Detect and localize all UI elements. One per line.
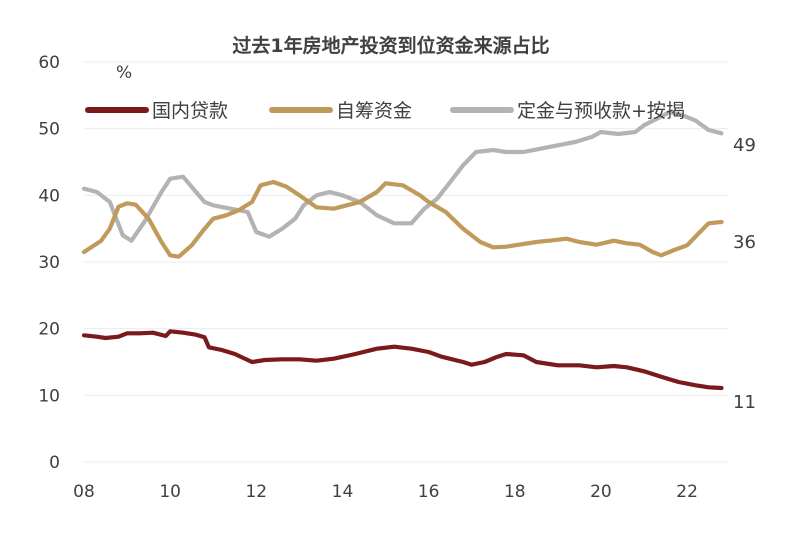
legend-item-3: 定金与预收款+按揭 [450, 100, 685, 122]
end-value-label: 36 [733, 232, 756, 253]
x-tick-label: 12 [245, 482, 267, 502]
end-value-label: 49 [733, 135, 756, 156]
end-value-label: 11 [733, 392, 756, 413]
y-axis-unit: % [116, 63, 132, 83]
end-labels: 11 36 49 [733, 135, 756, 413]
x-tick-label: 16 [418, 482, 440, 502]
y-tick-label: 30 [38, 253, 60, 273]
series-line-2 [81, 179, 724, 259]
legend: 国内贷款 自筹资金 定金与预收款+按揭 [85, 100, 685, 122]
y-tick-label: 0 [49, 453, 60, 473]
series-lines [81, 109, 724, 391]
x-tick-label: 22 [676, 482, 698, 502]
x-tick-label: 20 [590, 482, 612, 502]
legend-label: 自筹资金 [336, 100, 412, 122]
legend-item-1: 国内贷款 [85, 100, 228, 122]
x-tick-label: 14 [332, 482, 354, 502]
y-tick-label: 20 [38, 320, 60, 340]
y-tick-label: 50 [38, 120, 60, 140]
x-tick-label: 10 [159, 482, 181, 502]
y-tick-label: 60 [38, 53, 60, 73]
y-axis-ticks: 0 10 20 30 40 50 60 [38, 53, 60, 473]
series-line-3 [81, 109, 724, 243]
series-line-1 [81, 329, 724, 391]
y-tick-label: 40 [38, 186, 60, 206]
legend-label: 国内贷款 [152, 100, 228, 122]
legend-item-2: 自筹资金 [269, 100, 412, 122]
x-tick-label: 18 [504, 482, 526, 502]
legend-label: 定金与预收款+按揭 [517, 100, 685, 122]
chart-title: 过去1年房地产投资到位资金来源占比 [232, 34, 549, 57]
x-tick-label: 08 [73, 482, 95, 502]
x-axis-ticks: 08 10 12 14 16 18 20 22 [73, 482, 698, 502]
y-tick-label: 10 [38, 386, 60, 406]
grid [84, 61, 728, 463]
